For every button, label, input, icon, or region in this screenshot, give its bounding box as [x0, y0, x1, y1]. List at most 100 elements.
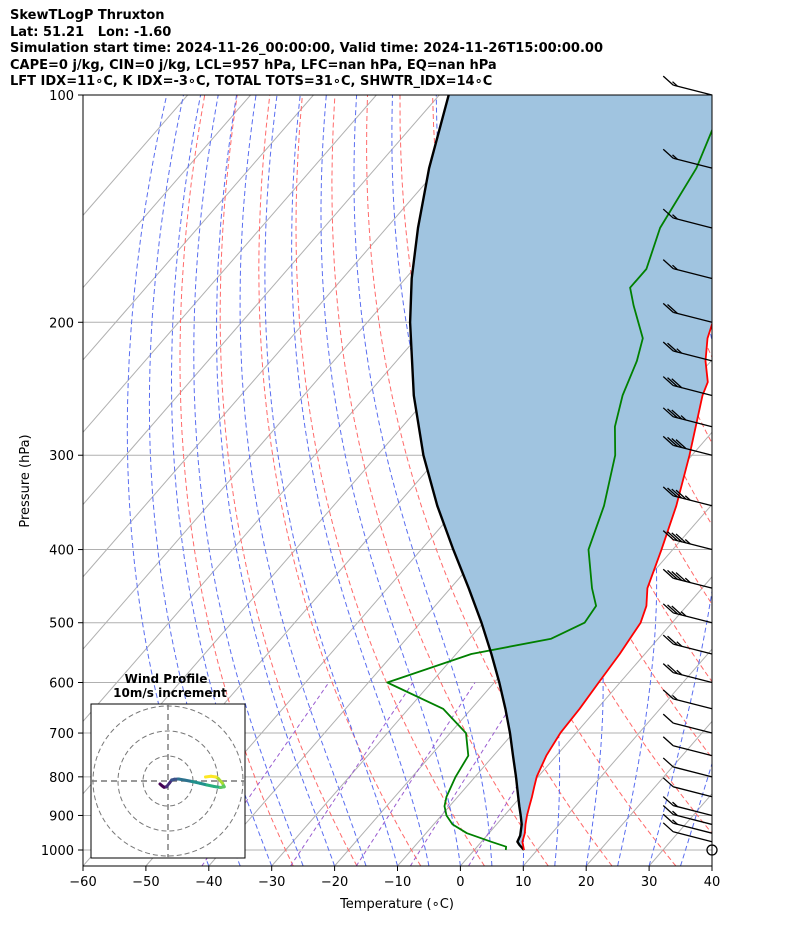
- dry-adiabat-line: [295, 95, 485, 866]
- wind-barb: [662, 259, 713, 280]
- wind-barb: [662, 75, 713, 96]
- barb-feather: [672, 801, 678, 808]
- chart-title-block: SkewTLogP Thruxton Lat: 51.21 Lon: -1.60…: [10, 8, 603, 91]
- dry-adiabat-line: [758, 95, 794, 866]
- barb-staff: [673, 612, 713, 624]
- y-tick-label: 800: [49, 771, 74, 786]
- x-tick-label: 40: [704, 875, 721, 890]
- wind-barb: [706, 844, 718, 856]
- title-latlon: Lat: 51.21 Lon: -1.60: [10, 24, 172, 40]
- barb-feather: [667, 531, 678, 542]
- wind-barb: [662, 341, 713, 362]
- barb-feather: [675, 533, 687, 544]
- wind-barb: [662, 663, 713, 684]
- dry-adiabat-line: [366, 95, 613, 866]
- barb-staff: [673, 671, 713, 684]
- title-cape-line: CAPE=0 j/kg, CIN=0 j/kg, LCL=957 hPa, LF…: [10, 57, 497, 73]
- mixing-ratio-line: [355, 682, 476, 866]
- isotherm-line: [585, 720, 712, 866]
- wind-barb: [662, 148, 713, 169]
- dry-adiabat-line: [726, 95, 794, 866]
- y-tick-label: 600: [49, 677, 74, 692]
- barb-staff: [673, 311, 713, 323]
- barb-staff: [673, 217, 713, 229]
- y-tick-label: 700: [49, 727, 74, 742]
- wind-barb: [662, 208, 713, 229]
- y-tick-label: 400: [49, 544, 74, 559]
- barb-feather: [667, 487, 678, 498]
- barb-feather: [662, 302, 674, 313]
- barb-staff: [673, 804, 713, 817]
- barb-feather: [672, 154, 678, 160]
- wind-profile-inset: Wind Profile 10m/s increment: [90, 672, 246, 859]
- x-tick-label: −20: [321, 875, 348, 890]
- wind-barb: [662, 435, 713, 456]
- wind-barb: [662, 777, 713, 798]
- shaded-region: [410, 95, 712, 850]
- barb-feather: [671, 570, 683, 581]
- moist-adiabat-line: [264, 95, 398, 866]
- moist-adiabat-line: [353, 95, 493, 866]
- barb-feather: [672, 264, 678, 271]
- dry-adiabat-line: [258, 95, 422, 866]
- barb-feather: [671, 532, 683, 543]
- barb-feather: [662, 736, 674, 747]
- wind-barb: [662, 805, 713, 826]
- isotherm-line: [460, 576, 712, 866]
- barb-feather: [667, 342, 678, 353]
- x-tick-label: −60: [69, 875, 96, 890]
- barb-feather: [662, 634, 674, 645]
- barb-feather: [667, 635, 678, 646]
- inset-title: Wind Profile: [125, 672, 208, 686]
- y-tick-label: 300: [49, 449, 74, 464]
- barb-feather: [662, 530, 674, 541]
- barb-staff: [673, 416, 713, 428]
- barb-feather: [684, 495, 691, 501]
- barb-staff: [673, 157, 713, 169]
- dry-adiabat-line: [179, 95, 294, 866]
- wind-barb: [662, 796, 713, 817]
- barb-feather: [671, 378, 683, 389]
- barb-staff: [673, 539, 713, 551]
- dry-adiabat-line: [219, 95, 358, 866]
- x-tick-label: −30: [258, 875, 285, 890]
- barb-staff: [673, 786, 713, 798]
- barb-staff: [673, 350, 713, 362]
- moist-adiabat-line: [320, 95, 461, 866]
- barb-feather: [662, 713, 674, 724]
- inset-subtitle: 10m/s increment: [113, 686, 227, 700]
- barb-staff: [673, 577, 713, 589]
- barb-feather: [662, 208, 674, 219]
- title-indices-line: LFT IDX=11∘C, K IDX=-3∘C, TOTAL TOTS=31∘…: [10, 74, 493, 89]
- barb-feather: [662, 259, 674, 270]
- wind-barb: [662, 634, 713, 655]
- isotherm-line: [397, 503, 712, 866]
- barb-feather: [676, 669, 683, 676]
- wind-barb: [662, 689, 713, 710]
- isotherm-line: [83, 95, 503, 578]
- wind-barb: [662, 713, 713, 734]
- moist-adiabat-line: [193, 95, 304, 866]
- wind-barb: [662, 822, 713, 843]
- wind-barb: [662, 813, 713, 834]
- barb-feather: [667, 408, 678, 419]
- hodograph-segment: [204, 774, 213, 779]
- barb-staff: [673, 831, 713, 843]
- dewpoint-line: [386, 128, 712, 851]
- barb-feather: [662, 689, 674, 700]
- barb-feather: [662, 407, 674, 418]
- barb-staff: [673, 722, 713, 734]
- barb-feather: [662, 796, 674, 807]
- barb-feather: [662, 435, 674, 446]
- dry-adiabat-line: [464, 95, 712, 759]
- moist-adiabat-line: [711, 864, 712, 866]
- moist-adiabat-line: [648, 95, 712, 866]
- moist-adiabat-line: [680, 762, 712, 866]
- barb-feather: [662, 822, 674, 833]
- isotherm-line: [83, 95, 440, 506]
- barb-staff: [673, 698, 713, 710]
- wind-barb: [662, 568, 713, 589]
- barb-feather: [671, 409, 683, 420]
- barb-staff: [673, 766, 713, 778]
- x-tick-label: 20: [578, 875, 595, 890]
